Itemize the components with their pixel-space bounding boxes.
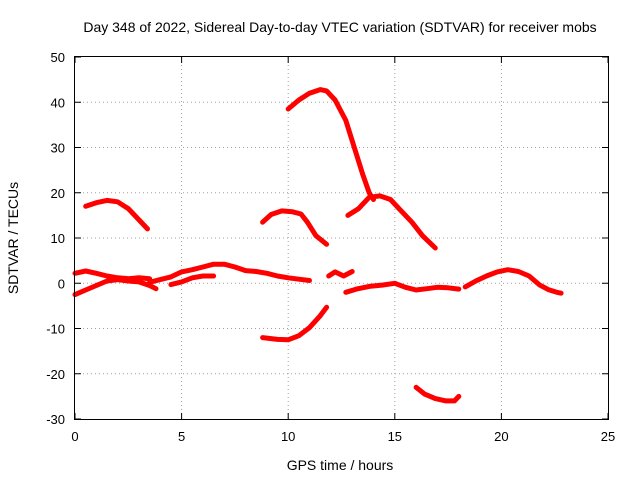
series-layer <box>72 87 564 404</box>
series-arc-10 <box>343 280 462 295</box>
chart-title: Day 348 of 2022, Sidereal Day-to-day VTE… <box>83 19 596 35</box>
x-tick-label: 10 <box>281 429 295 444</box>
y-tick-label: 10 <box>51 231 65 246</box>
series-arc-6 <box>260 208 330 247</box>
series-arc-9 <box>326 269 355 279</box>
x-tick-label: 5 <box>178 429 185 444</box>
y-axis-label: SDTVAR / TECUs <box>5 182 21 294</box>
series-arc-4 <box>147 261 312 285</box>
series-arc-5 <box>168 273 217 288</box>
y-tick-label: 50 <box>51 50 65 65</box>
y-tick-label: -30 <box>46 412 65 427</box>
ticks: 0 5 10 15 20 25 -30 -20 -10 0 10 20 30 40 50 <box>46 50 615 444</box>
y-tick-label: 40 <box>51 95 65 110</box>
series-arc-3 <box>72 277 159 298</box>
x-tick-label: 15 <box>388 429 402 444</box>
series-arc-7 <box>260 304 330 343</box>
y-tick-label: 30 <box>51 141 65 156</box>
series-arc-12 <box>413 384 462 404</box>
series-arc-11 <box>345 193 438 251</box>
y-tick-label: 0 <box>58 276 65 291</box>
y-tick-label: 20 <box>51 186 65 201</box>
x-tick-label: 20 <box>494 429 508 444</box>
plot-frame <box>74 56 609 420</box>
series-arc-13 <box>462 267 564 296</box>
x-tick-label: 25 <box>601 429 615 444</box>
series-arc-2 <box>72 268 153 282</box>
x-axis-label: GPS time / hours <box>287 457 394 473</box>
series-arc-8 <box>285 87 376 202</box>
series-arc-1 <box>83 197 150 232</box>
y-tick-label: -20 <box>46 367 65 382</box>
x-tick-label: 0 <box>71 429 78 444</box>
y-tick-label: -10 <box>46 322 65 337</box>
grid <box>75 57 608 419</box>
